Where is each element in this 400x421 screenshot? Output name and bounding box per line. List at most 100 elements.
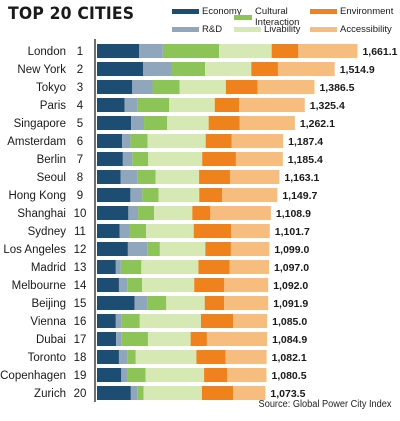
legend-item-environment: Environment (310, 6, 393, 17)
rank-label: 16 (74, 316, 87, 328)
bar-segment-livability (146, 224, 194, 238)
bar-segment-economy (97, 134, 123, 148)
bar-segment-accessibility (239, 116, 295, 130)
bar-segment-accessibility (225, 350, 267, 364)
bar-segment-economy (97, 44, 140, 58)
bar-segment-environment (193, 224, 232, 238)
city-label: Los Angeles (3, 244, 66, 256)
city-label: Shanghai (17, 208, 66, 220)
legend-swatch-environment (310, 9, 337, 14)
bar-segment-economy (97, 368, 122, 382)
bar-segment-environment (214, 98, 240, 112)
bar-segment-economy (97, 80, 133, 94)
bar-segment-r-d (131, 116, 145, 130)
city-label: Zurich (34, 388, 66, 400)
total-label: 1,080.5 (272, 370, 307, 382)
bar-segment-cultural-interaction (147, 242, 160, 256)
rank-label: 6 (77, 136, 83, 148)
bar-segment-livability (141, 260, 199, 274)
bar-segment-economy (97, 242, 128, 256)
rank-label: 17 (74, 334, 87, 346)
bar-segment-livability (145, 368, 205, 382)
bar-segment-cultural-interaction (138, 206, 155, 220)
bar-segment-economy (97, 314, 116, 328)
bar-segment-r-d (139, 44, 163, 58)
bar-segment-cultural-interaction (171, 62, 206, 76)
total-label: 1,325.4 (310, 100, 345, 112)
bar-segment-economy (97, 98, 125, 112)
rank-label: 14 (74, 280, 87, 292)
legend-swatch-accessibility (310, 27, 337, 32)
bar-segment-cultural-interaction (121, 332, 148, 346)
bar-segment-r-d (115, 260, 121, 274)
bar-segment-livability (155, 170, 200, 184)
bar-segment-r-d (128, 206, 139, 220)
total-label: 1,084.9 (272, 334, 307, 346)
bar-segment-accessibility (239, 98, 305, 112)
rank-label: 19 (74, 370, 87, 382)
bar-segment-economy (97, 260, 116, 274)
bar-segment-environment (271, 44, 299, 58)
total-label: 1,097.0 (274, 262, 309, 274)
legend-item-economy: Economy (172, 6, 242, 17)
bar-segment-accessibility (233, 314, 268, 328)
bar-segment-environment (199, 188, 223, 202)
bar-segment-r-d (118, 350, 128, 364)
city-label: Hong Kong (8, 190, 66, 202)
legend-label-environment: Environment (340, 6, 394, 17)
total-label: 1,262.1 (300, 118, 335, 130)
city-label: Vienna (30, 316, 66, 328)
bar-segment-r-d (118, 278, 128, 292)
legend-label-cultural: Cultural Interaction (255, 6, 300, 28)
bar-segment-economy (97, 170, 121, 184)
bar-segment-environment (199, 170, 230, 184)
bar-segment-accessibility (298, 44, 358, 58)
bar-segment-accessibility (257, 80, 315, 94)
bar-segment-accessibility (235, 152, 283, 166)
total-label: 1,091.9 (273, 298, 308, 310)
bar-segment-accessibility (229, 170, 280, 184)
total-label: 1,108.9 (276, 208, 311, 220)
rank-label: 10 (74, 208, 87, 220)
total-label: 1,163.1 (284, 172, 319, 184)
legend-swatch-livability (234, 27, 261, 32)
rank-label: 9 (77, 190, 83, 202)
rank-label: 18 (74, 352, 87, 364)
source-note: Source: Global Power City Index (259, 399, 392, 410)
bar-segment-cultural-interaction (152, 80, 180, 94)
total-label: 1,099.0 (274, 244, 309, 256)
bar-segment-livability (135, 350, 197, 364)
bar-segment-economy (97, 206, 129, 220)
bar-segment-economy (97, 278, 119, 292)
bar-segment-livability (148, 152, 203, 166)
bar-segment-cultural-interaction (132, 152, 149, 166)
bar-segment-livability (169, 98, 215, 112)
bar-segment-accessibility (227, 368, 267, 382)
rank-label: 5 (77, 118, 83, 130)
bar-segment-livability (159, 242, 206, 256)
city-label: Tokyo (36, 82, 66, 94)
city-label: New York (17, 64, 66, 76)
bar-segment-environment (200, 314, 234, 328)
bar-segment-environment (194, 278, 225, 292)
bar-segment-cultural-interaction (142, 188, 159, 202)
legend-swatch-economy (172, 9, 199, 14)
bar-segment-r-d (121, 368, 128, 382)
bar-segment-environment (205, 242, 231, 256)
bar-segment-livability (147, 332, 191, 346)
bar-segment-cultural-interaction (127, 368, 146, 382)
bar-segment-r-d (116, 332, 122, 346)
total-label: 1,085.0 (272, 316, 307, 328)
rank-label: 12 (74, 244, 87, 256)
bar-segment-cultural-interaction (130, 134, 148, 148)
legend-label-economy: Economy (202, 6, 242, 17)
bar-segment-environment (202, 152, 236, 166)
rank-label: 4 (77, 100, 84, 112)
bar-segment-livability (179, 80, 226, 94)
bar-segment-r-d (143, 62, 172, 76)
legend-item-accessibility: Accessibility (310, 24, 392, 35)
legend-label-accessibility: Accessibility (340, 24, 392, 35)
bar-segment-r-d (134, 296, 148, 310)
legend-label-livability: Livability (264, 24, 301, 35)
